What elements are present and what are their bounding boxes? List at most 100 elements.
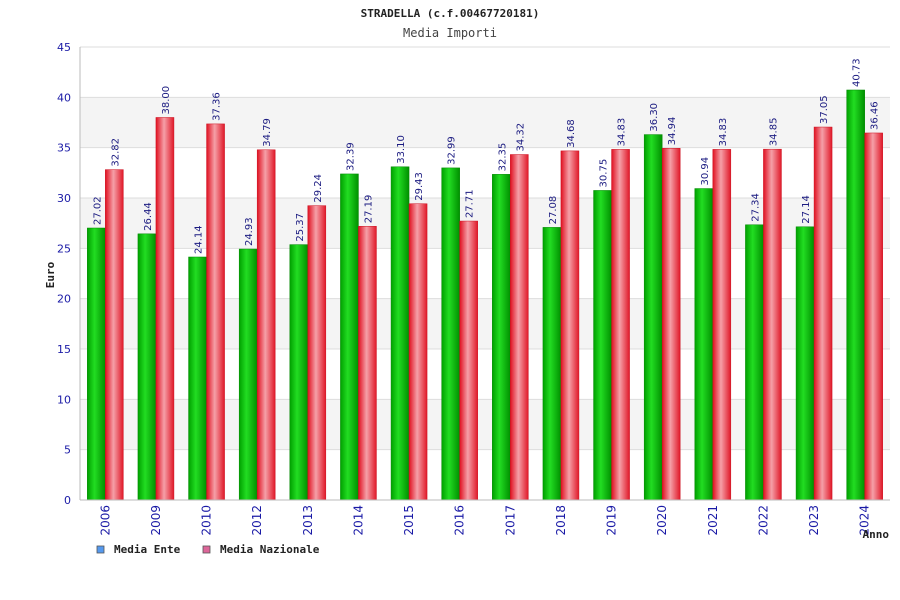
value-label: 40.73 (852, 58, 863, 87)
y-tick-label: 5 (64, 444, 71, 457)
value-label: 26.44 (143, 202, 154, 231)
value-label: 32.99 (447, 136, 458, 165)
x-tick-label: 2006 (98, 505, 112, 536)
value-label: 27.02 (92, 196, 103, 225)
bar-media-nazionale-2021 (712, 149, 732, 501)
bar-media-ente-2015 (390, 166, 410, 501)
value-label: 29.24 (313, 174, 324, 203)
bar-media-ente-2014 (340, 173, 359, 501)
chart-title: STRADELLA (c.f.00467720181) (361, 7, 540, 20)
legend-label-media-ente: Media Ente (114, 543, 181, 556)
bar-media-nazionale-2022 (763, 148, 782, 501)
chart-subtitle: Media Importi (403, 26, 497, 40)
legend-swatch-media-ente (96, 545, 105, 554)
value-label: 34.83 (617, 118, 628, 147)
value-label: 24.14 (194, 225, 205, 254)
legend: Media Ente Media Nazionale (96, 543, 320, 556)
bar-media-nazionale-2020 (661, 148, 681, 501)
bar-media-nazionale-2015 (408, 203, 428, 501)
y-tick-label: 40 (57, 91, 71, 104)
x-tick-label: 2014 (351, 505, 365, 536)
value-label: 29.43 (414, 172, 425, 201)
x-tick-label: 2019 (605, 505, 619, 536)
value-label: 34.83 (718, 118, 729, 147)
value-label: 27.34 (750, 193, 761, 222)
legend-label-media-nazionale: Media Nazionale (220, 543, 320, 556)
bar-media-nazionale-2010 (206, 123, 225, 501)
x-tick-label: 2018 (554, 505, 568, 536)
value-labels: 27.02 32.82 26.44 38.00 24.14 37.36 24.93 34.79… (92, 58, 880, 254)
bar-media-nazionale-2024 (864, 132, 883, 501)
bar-media-ente-2016 (441, 167, 460, 501)
bar-media-nazionale-2019 (611, 149, 630, 501)
bar-media-nazionale-2023 (813, 126, 833, 501)
y-tick-label: 20 (57, 293, 71, 306)
bar-media-ente-2024 (846, 89, 865, 501)
bar-media-ente-2013 (289, 244, 309, 501)
y-tick-label: 30 (57, 192, 71, 205)
value-label: 32.82 (110, 138, 121, 167)
y-tick-label: 45 (57, 41, 71, 54)
x-tick-label: 2013 (301, 505, 315, 536)
value-label: 30.75 (599, 159, 610, 188)
value-label: 34.32 (515, 123, 526, 152)
value-label: 33.10 (396, 135, 407, 164)
value-label: 27.08 (548, 196, 559, 225)
x-tick-label: 2024 (858, 505, 872, 536)
value-label: 34.94 (667, 117, 678, 146)
bar-media-nazionale-2012 (256, 149, 276, 501)
bar-media-nazionale-2006 (105, 169, 124, 501)
bar-media-nazionale-2009 (155, 117, 175, 501)
value-label: 27.19 (363, 195, 374, 224)
y-axis-label: Euro (44, 261, 57, 288)
x-tick-label: 2022 (756, 505, 770, 536)
legend-swatch-media-nazionale (202, 545, 211, 554)
value-label: 38.00 (161, 86, 172, 115)
value-label: 34.68 (566, 119, 577, 148)
value-label: 27.14 (801, 195, 812, 224)
x-axis-ticks: 2006 2009 2010 2012 2013 2014 2015 2016 2017 2018… (98, 505, 871, 536)
value-label: 27.71 (465, 189, 476, 218)
x-tick-label: 2021 (706, 505, 720, 536)
bar-media-ente-2020 (643, 134, 663, 501)
bar-media-ente-2018 (542, 227, 562, 501)
bar-media-nazionale-2013 (307, 205, 327, 501)
bar-media-nazionale-2017 (510, 154, 529, 501)
value-label: 32.39 (345, 142, 356, 171)
plot-band (80, 47, 890, 98)
y-tick-label: 0 (64, 494, 71, 507)
x-tick-label: 2020 (655, 505, 669, 536)
bars (87, 89, 883, 501)
value-label: 34.85 (768, 118, 779, 147)
bar-media-ente-2006 (87, 227, 106, 501)
y-tick-label: 10 (57, 393, 71, 406)
bar-media-nazionale-2014 (358, 226, 377, 501)
bar-media-nazionale-2016 (459, 220, 478, 501)
x-tick-label: 2015 (402, 505, 416, 536)
x-tick-label: 2009 (149, 505, 163, 536)
x-tick-label: 2010 (200, 505, 214, 536)
y-tick-label: 15 (57, 343, 71, 356)
value-label: 36.30 (649, 103, 660, 132)
bar-media-ente-2017 (492, 174, 511, 501)
value-label: 24.93 (244, 217, 255, 246)
y-axis-ticks: 0 5 10 15 20 25 30 35 40 45 (57, 41, 71, 507)
value-label: 34.79 (262, 118, 273, 147)
x-tick-label: 2012 (250, 505, 264, 536)
value-label: 37.05 (819, 95, 830, 124)
x-tick-label: 2023 (807, 505, 821, 536)
x-axis-label: Anno (863, 528, 890, 541)
value-label: 30.94 (700, 157, 711, 186)
y-tick-label: 35 (57, 142, 71, 155)
bar-media-ente-2010 (188, 256, 207, 501)
x-tick-label: 2017 (503, 505, 517, 536)
bar-media-ente-2009 (137, 233, 157, 501)
value-label: 25.37 (295, 213, 306, 242)
bar-media-ente-2023 (795, 226, 815, 501)
bar-media-ente-2019 (593, 190, 612, 501)
value-label: 36.46 (870, 101, 881, 130)
value-label: 37.36 (212, 92, 223, 121)
y-tick-label: 25 (57, 242, 71, 255)
bar-media-ente-2012 (238, 248, 258, 501)
